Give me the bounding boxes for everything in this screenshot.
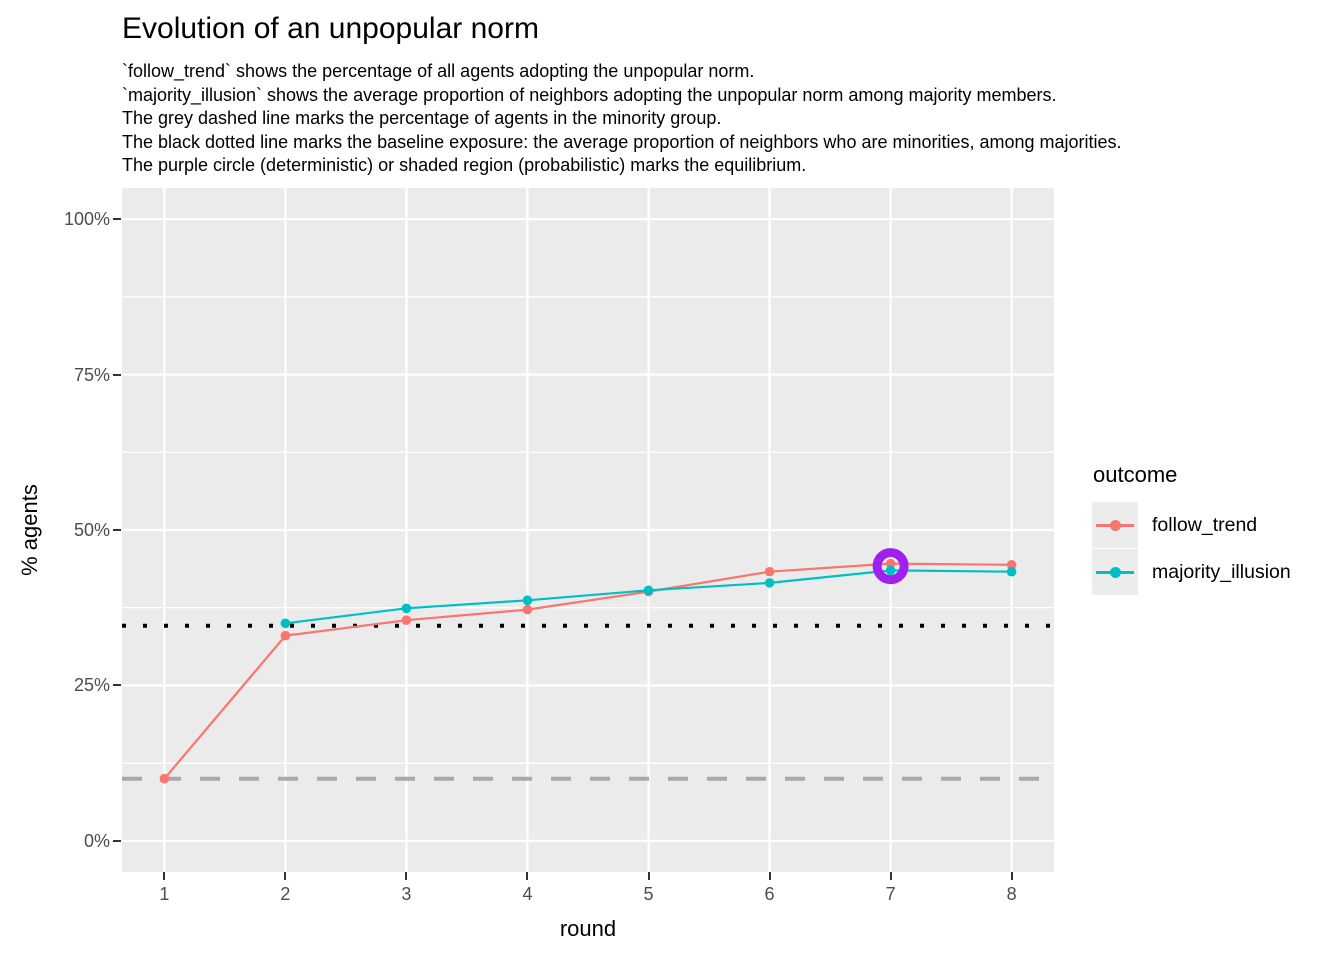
x-tick-label: 6 (764, 884, 775, 904)
x-tick-label: 4 (522, 884, 533, 904)
y-axis-title: % agents (17, 484, 42, 576)
x-tick-mark (768, 872, 771, 880)
legend-entry-majority-illusion: majority_illusion (1092, 549, 1291, 595)
y-tick-label: 100% (63, 209, 110, 230)
data-point-follow_trend (764, 566, 775, 577)
x-tick-label: 7 (885, 884, 896, 904)
data-point-majority_illusion (1006, 566, 1017, 577)
x-tick-label: 1 (159, 884, 170, 904)
legend-key-icon (1092, 549, 1138, 595)
legend-entry-follow-trend: follow_trend (1092, 502, 1291, 548)
x-axis-title: round (559, 916, 617, 941)
y-tick-mark (113, 839, 121, 842)
data-point-majority_illusion (522, 595, 533, 606)
data-point-majority_illusion (401, 603, 412, 614)
subtitle-line: The purple circle (deterministic) or sha… (122, 155, 807, 175)
plot-panel (122, 188, 1054, 872)
data-point-follow_trend (159, 773, 170, 784)
y-tick-label: 50% (73, 520, 110, 540)
legend: outcome follow_trend majority_illusion (1092, 462, 1291, 596)
equilibrium-marker (872, 548, 909, 585)
subtitle-line: The grey dashed line marks the percentag… (122, 108, 722, 128)
y-tick-mark (113, 218, 121, 221)
data-point-majority_illusion (643, 585, 654, 596)
y-tick-mark (113, 529, 121, 531)
x-tick-mark (284, 872, 287, 880)
series-line-follow_trend (163, 562, 1012, 780)
x-tick-mark (1010, 872, 1013, 880)
plot-canvas (122, 188, 1054, 872)
data-point-follow_trend (1006, 560, 1017, 570)
y-tick-label: 75% (73, 364, 110, 385)
x-tick-mark (405, 872, 408, 880)
x-tick-label: 3 (401, 884, 412, 904)
x-tick-mark (163, 872, 166, 880)
legend-label: majority_illusion (1152, 560, 1291, 583)
y-tick-label: 0% (83, 830, 110, 851)
subtitle-line: `majority_illusion` shows the average pr… (122, 84, 1057, 105)
y-tick-mark (113, 684, 121, 687)
y-tick-mark (113, 373, 121, 376)
data-point-follow_trend (885, 558, 896, 569)
x-tick-label: 5 (643, 884, 654, 904)
legend-label: follow_trend (1152, 513, 1258, 536)
data-point-majority_illusion (280, 618, 291, 629)
x-tick-mark (526, 872, 529, 880)
subtitle-line: `follow_trend` shows the percentage of a… (122, 61, 755, 81)
data-point-follow_trend (522, 604, 533, 615)
plot-subtitle: `follow_trend` shows the percentage of a… (122, 60, 1122, 178)
x-tick-mark (889, 872, 892, 880)
y-tick-label: 25% (73, 675, 110, 696)
x-tick-label: 2 (280, 884, 291, 904)
data-point-follow_trend (280, 630, 291, 641)
data-point-majority_illusion (885, 565, 896, 576)
legend-point-swatch (1109, 519, 1121, 531)
data-point-follow_trend (401, 615, 412, 625)
x-tick-label: 8 (1006, 884, 1017, 904)
legend-point-swatch (1109, 566, 1121, 578)
legend-key-icon (1092, 502, 1138, 548)
x-tick-mark (647, 872, 650, 880)
data-point-majority_illusion (764, 578, 775, 588)
subtitle-line: The black dotted line marks the baseline… (122, 131, 1122, 152)
legend-title: outcome (1093, 462, 1178, 487)
page-title: Evolution of an unpopular norm (122, 12, 539, 45)
